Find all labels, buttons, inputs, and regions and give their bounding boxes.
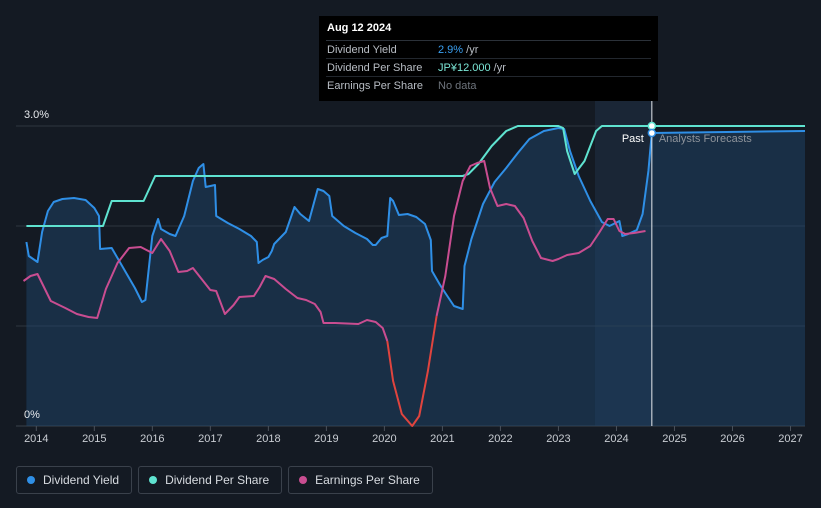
tooltip-value-unit: /yr — [490, 61, 506, 74]
legend-dot-icon — [149, 476, 158, 484]
tooltip-value-number: No data — [438, 79, 477, 92]
y-tick-label: 3.0% — [24, 109, 49, 121]
x-tick-label: 2020 — [372, 433, 396, 445]
forecast-label: Analysts Forecasts — [659, 133, 752, 145]
tooltip-value: 2.9% /yr — [438, 44, 478, 56]
x-tick-label: 2015 — [82, 433, 106, 445]
x-tick-label: 2016 — [140, 433, 164, 445]
divider-markers — [647, 121, 657, 138]
x-tick-label: 2019 — [314, 433, 338, 445]
tooltip-label: Dividend Yield — [327, 43, 397, 56]
tooltip-divider — [326, 40, 651, 41]
earnings-per-share-line — [22, 238, 389, 342]
x-tick-label: 2024 — [604, 433, 628, 445]
x-tick-label: 2026 — [720, 433, 744, 445]
dividend-per-share-line — [26, 125, 805, 227]
tooltip-row-dividend-per-share: Dividend Per Share JP¥12.000 /yr — [326, 59, 651, 77]
tooltip-value: No data — [438, 80, 477, 92]
legend-label: Earnings Per Share — [315, 473, 420, 487]
x-tick-label: 2021 — [430, 433, 454, 445]
tooltip-row-dividend-yield: Dividend Yield 2.9% /yr — [326, 41, 651, 59]
forecast-shade — [594, 101, 652, 426]
x-tick-label: 2023 — [546, 433, 570, 445]
x-tick-label: 2022 — [488, 433, 512, 445]
legend-dot-icon — [299, 476, 308, 484]
tooltip-value: JP¥12.000 /yr — [438, 62, 506, 74]
x-tick-label: 2014 — [24, 433, 48, 445]
tooltip-row-earnings-per-share: Earnings Per Share No data — [326, 77, 651, 94]
series-lines — [22, 125, 806, 427]
y-tick-label: 0% — [24, 409, 40, 421]
legend-dot-icon — [27, 476, 35, 484]
tooltip-value-number: JP¥12.000 — [438, 61, 491, 74]
earnings-per-share-line — [386, 315, 438, 427]
tooltip-date: Aug 12 2024 — [327, 22, 392, 34]
legend-item-dividend-yield[interactable]: Dividend Yield — [16, 466, 133, 494]
y-axis-ticks: 3.0% 0% — [24, 109, 49, 421]
x-tick-label: 2027 — [778, 433, 802, 445]
tooltip: Aug 12 2024 Dividend Yield 2.9% /yr Divi… — [319, 16, 658, 101]
tooltip-value-number: 2.9% — [438, 43, 464, 56]
dividend-per-share-marker — [647, 121, 657, 131]
legend: Dividend Yield Dividend Per Share Earnin… — [16, 466, 433, 494]
x-tick-label: 2017 — [198, 433, 222, 445]
dividend-yield-marker — [647, 128, 657, 138]
x-tick-label: 2018 — [256, 433, 280, 445]
legend-label: Dividend Per Share — [165, 473, 270, 487]
x-tick-label: 2025 — [662, 433, 686, 445]
tooltip-label: Earnings Per Share — [327, 79, 423, 92]
x-axis-ticks: 2014 2015 2016 2017 2018 2019 2020 2021 2022 2023… — [24, 426, 803, 445]
series-areas — [26, 128, 805, 426]
tooltip-value-unit: /yr — [463, 43, 479, 56]
legend-item-dividend-per-share[interactable]: Dividend Per Share — [138, 466, 283, 494]
legend-item-earnings-per-share[interactable]: Earnings Per Share — [288, 466, 433, 494]
dividend-yield-line — [25, 127, 806, 310]
tooltip-label: Dividend Per Share — [327, 61, 423, 74]
earnings-per-share-line — [435, 160, 646, 317]
past-label: Past — [622, 133, 644, 145]
dividend-yield-area — [26, 128, 805, 426]
legend-label: Dividend Yield — [43, 473, 120, 487]
